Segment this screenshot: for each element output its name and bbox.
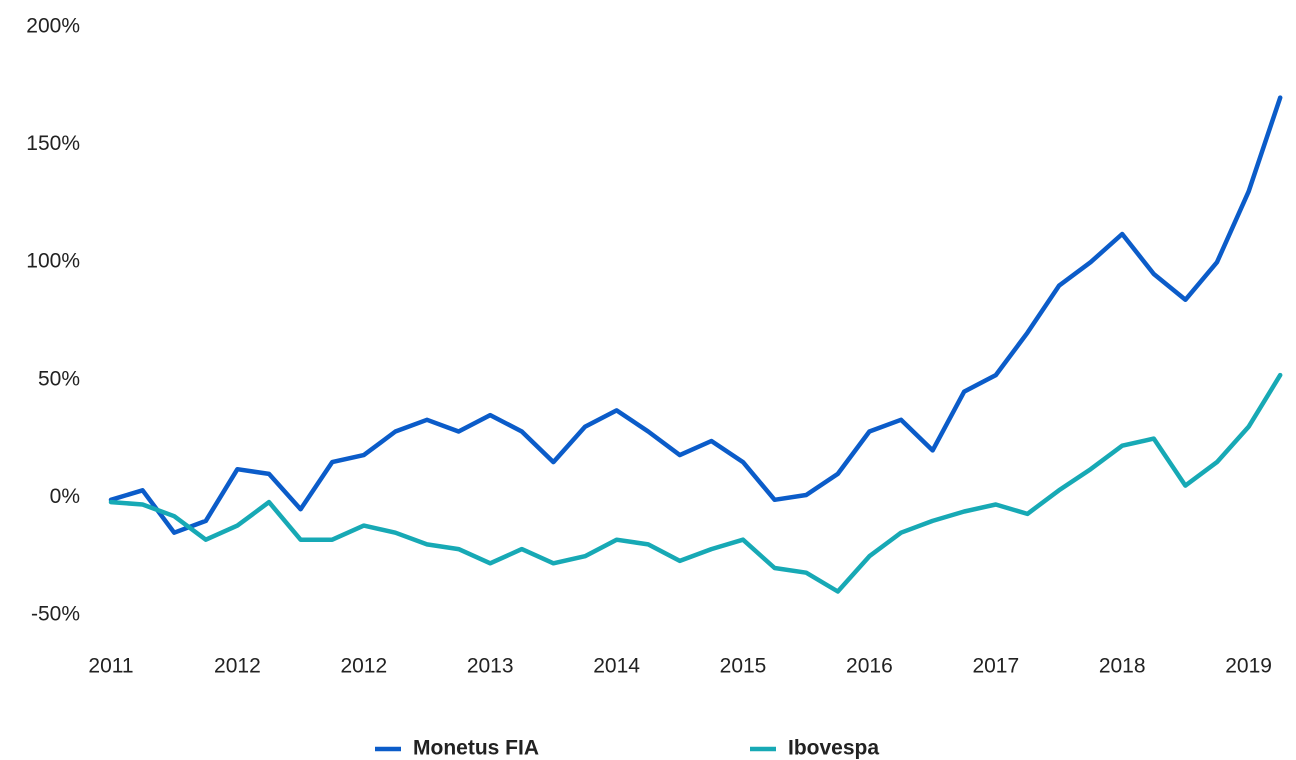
x-tick-label: 2013: [467, 655, 514, 678]
y-tick-label: -50%: [31, 603, 80, 626]
series-line: [108, 372, 1283, 594]
x-tick-label: 2012: [214, 655, 261, 678]
series-line: [108, 95, 1283, 535]
y-tick-label: 100%: [26, 250, 80, 273]
y-tick-label: 150%: [26, 132, 80, 155]
y-tick-label: 50%: [38, 367, 80, 390]
x-tick-label: 2017: [972, 655, 1019, 678]
legend-label: Ibovespa: [788, 737, 879, 760]
y-tick-label: 0%: [50, 485, 80, 508]
x-tick-label: 2019: [1225, 655, 1272, 678]
x-tick-label: 2011: [88, 655, 133, 678]
x-tick-label: 2015: [720, 655, 767, 678]
x-tick-label: 2016: [846, 655, 893, 678]
y-tick-label: 200%: [26, 15, 80, 38]
x-tick-label: 2018: [1099, 655, 1146, 678]
legend-label: Monetus FIA: [413, 737, 539, 760]
x-tick-label: 2014: [593, 655, 640, 678]
x-tick-label: 2012: [340, 655, 387, 678]
